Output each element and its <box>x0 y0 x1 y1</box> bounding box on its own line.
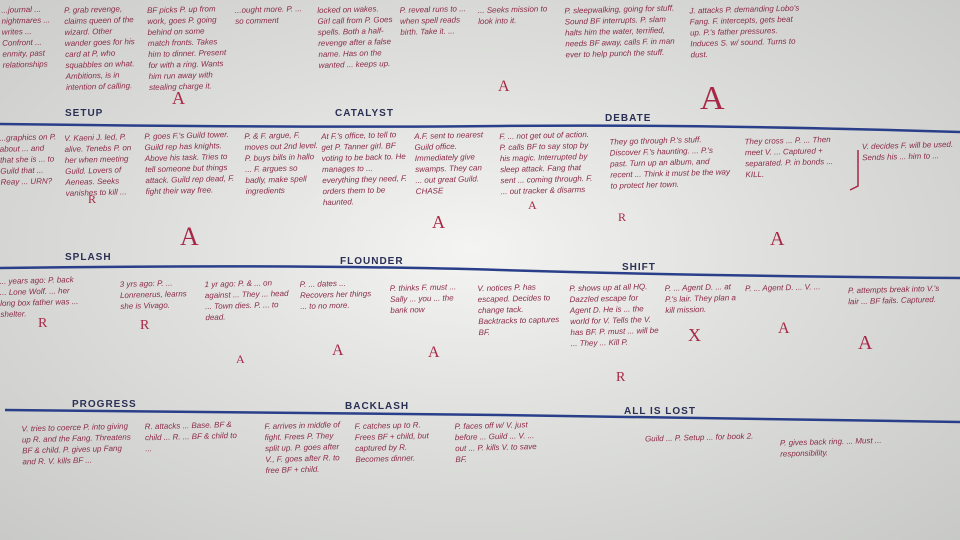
note-text: P. shows up at all HQ. Dazzled escape fo… <box>569 282 659 349</box>
grade-mark: A <box>778 320 790 337</box>
grade-mark: A <box>236 352 245 366</box>
grade-mark: A <box>498 78 510 95</box>
grade-mark: A <box>180 222 199 251</box>
note-text: F. ... not get out of action. P. calls B… <box>499 129 593 197</box>
note-text: P. goes F.'s Guild tower. Guild rep has … <box>144 129 235 197</box>
note-text: ...ought more. P. ... so comment <box>234 4 302 26</box>
note-text: P. attempts break into V.'s lair ... BF … <box>847 283 940 307</box>
grade-mark: A <box>428 344 440 361</box>
note-text: V. decides F. will be used. Sends his ..… <box>861 139 954 163</box>
note-text: P. thinks F. must ... Sally ... you ... … <box>389 282 457 316</box>
note-text: A.F. sent to nearest Guild office. Immed… <box>414 130 484 196</box>
note-text: locked on wakes. Girl call from P. Goes … <box>317 4 393 70</box>
grade-mark: X <box>688 325 701 345</box>
bracket <box>849 150 859 191</box>
note-text: P. ... dates ... Recovers her things ...… <box>299 278 372 312</box>
note-text: P. ... Agent D. ... at P.'s lair. They p… <box>664 282 737 315</box>
note-text: They cross ... P. ... Then meet V. ... C… <box>744 135 834 180</box>
note-text: P. ... Agent D. ... V. ... <box>744 282 821 294</box>
note-text: V. Kaeni J. led, P. alive. Tenebs P. on … <box>64 132 132 198</box>
divider-line <box>4 408 960 424</box>
grade-mark: A <box>770 228 785 250</box>
note-text: P. & F. argue, F. moves out 2nd level. P… <box>244 130 319 196</box>
note-text: ... Seeks mission to look into it. <box>477 4 548 27</box>
note-text: P. sleepwalking, going for stuff. Sound … <box>564 3 675 60</box>
section-heading: SHIFT <box>622 262 656 273</box>
divider-line <box>0 122 960 134</box>
section-heading: CATALYST <box>335 108 394 119</box>
note-text: V. notices P. has escaped. Decides to ch… <box>477 282 560 338</box>
section-heading: PROGRESS <box>72 399 137 410</box>
note-text: P. faces off w/ V. just before ... Guild… <box>454 420 537 465</box>
note-text: BF picks P. up from work, goes P. going … <box>146 4 227 93</box>
note-text: P. gives back ring. ... Must ... respons… <box>779 435 882 459</box>
section-heading: ALL IS LOST <box>624 406 696 417</box>
note-text: ...journal ... nightmares ... writes ...… <box>1 4 51 70</box>
grade-mark: A <box>432 212 445 232</box>
note-text: V. tries to coerce P. into giving up R. … <box>21 421 131 467</box>
section-heading: BACKLASH <box>345 401 410 412</box>
section-heading: SPLASH <box>65 252 112 263</box>
grade-mark: A <box>858 332 873 354</box>
note-text: P. reveal runs to ... when spell reads b… <box>399 4 466 37</box>
note-text: ... years ago: P. back ... Lone Wolf. ..… <box>0 275 79 320</box>
section-heading: FLOUNDER <box>340 256 404 267</box>
note-text: At F.'s office, to tell to get P. Tanner… <box>321 130 408 208</box>
section-heading: DEBATE <box>605 113 652 124</box>
note-text: 1 yr ago: P. & ... on against ... They .… <box>204 278 289 323</box>
grade-mark: A <box>528 198 537 212</box>
note-text: R. attacks ... Base. BF & child ... R. .… <box>144 420 237 454</box>
grade-mark: A <box>172 88 185 108</box>
note-text: 3 yrs ago: P. ... Lonrenerus, learns she… <box>119 278 187 311</box>
section-heading: SETUP <box>65 108 104 119</box>
divider-line <box>0 265 960 280</box>
note-text: F. arrives in middle of fight. Frees P. … <box>264 420 340 476</box>
grade-mark: R <box>38 316 48 331</box>
grade-mark: R <box>618 210 627 224</box>
note-text: F. catches up to R. Frees BF + child, bu… <box>354 420 429 465</box>
note-text: ...graphics on P. about ... and that she… <box>0 132 57 187</box>
note-text: They go through P.'s stuff. Discover F.'… <box>609 135 730 191</box>
grade-mark: A <box>332 342 344 359</box>
grade-mark: R <box>88 192 97 206</box>
grade-mark: R <box>616 370 626 385</box>
grade-mark: A <box>700 80 725 117</box>
grade-mark: R <box>140 318 150 333</box>
note-text: J. attacks P. demanding Lobo's Fang. F. … <box>689 3 800 60</box>
note-text: P. grab revenge, claims queen of the wiz… <box>63 4 135 92</box>
